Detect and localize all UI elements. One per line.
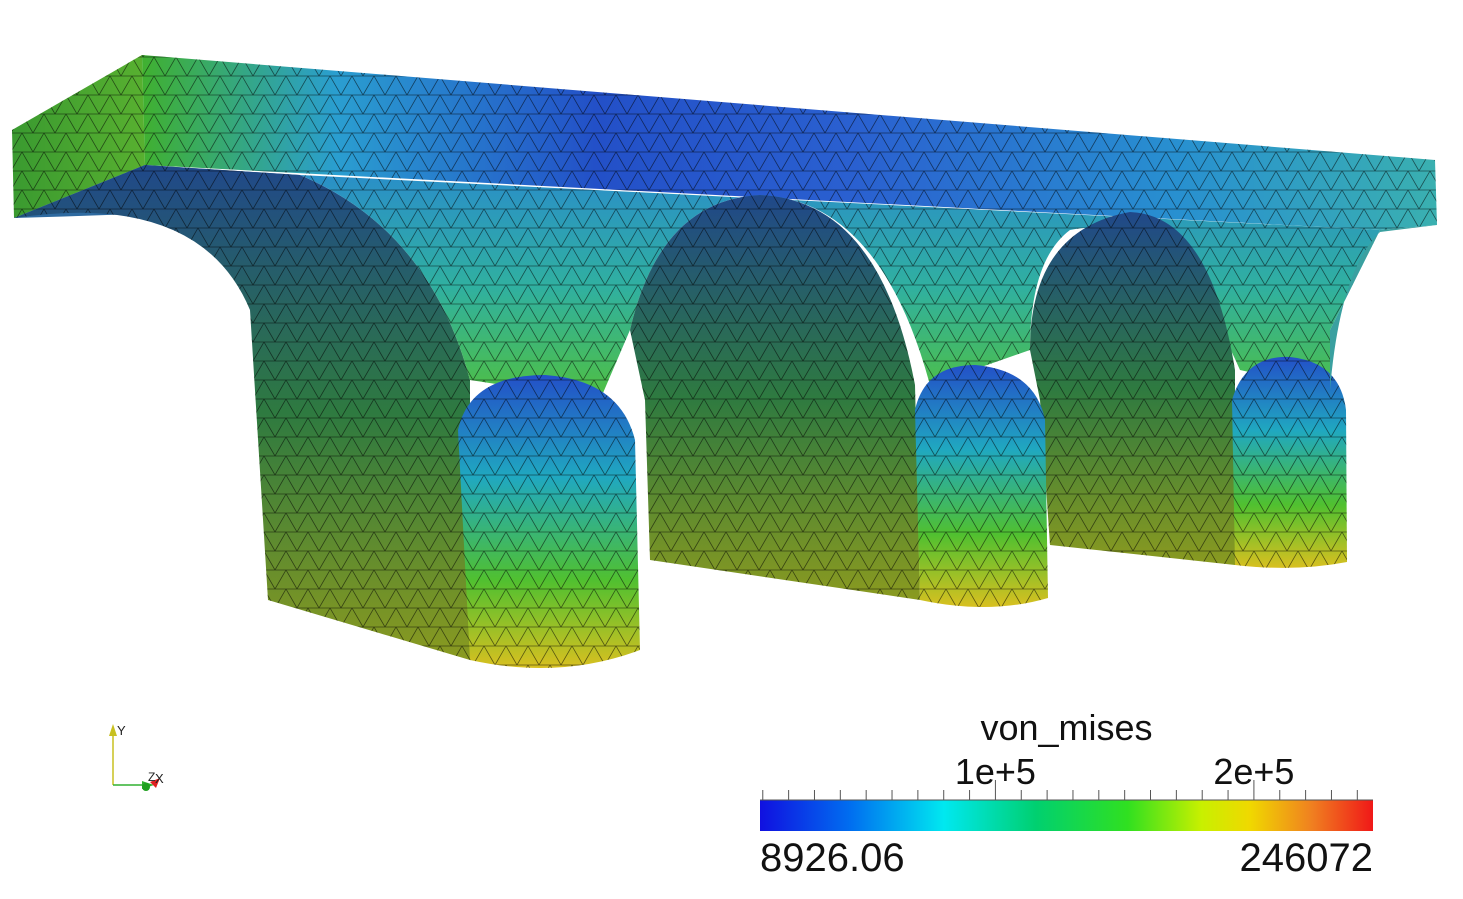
axes-triad xyxy=(109,724,160,791)
bridge-mesh xyxy=(12,55,1437,668)
x-axis-label: X xyxy=(155,771,164,786)
colorbar-max-label: 246072 xyxy=(1239,836,1373,880)
colorbar-title: von_mises xyxy=(980,707,1153,748)
y-axis-label: Y xyxy=(117,723,126,738)
colorbar-ticks xyxy=(760,780,1373,801)
z-axis-label: Z xyxy=(148,770,155,784)
colorbar-min-label: 8926.06 xyxy=(760,836,905,880)
colorbar-tick-label: 2e+5 xyxy=(1213,751,1295,792)
colorbar-tick-label: 1e+5 xyxy=(954,751,1036,792)
colorbar-gradient xyxy=(760,800,1373,831)
